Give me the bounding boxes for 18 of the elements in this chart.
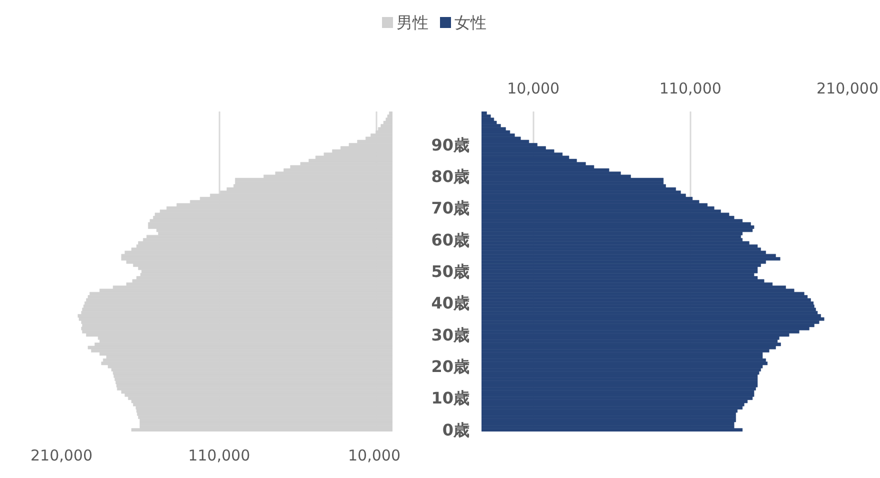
y-tick-label: 60歳 (431, 230, 470, 250)
y-tick-label: 40歳 (431, 294, 470, 313)
y-tick-label: 0歳 (442, 420, 470, 440)
y-tick-label: 80歳 (431, 166, 470, 186)
x-tick-label: 10,000 (348, 446, 401, 464)
y-tick-label: 50歳 (431, 262, 470, 281)
x-tick-label: 210,000 (30, 446, 93, 464)
x-tick-label: 110,000 (659, 80, 722, 98)
x-tick-label: 10,000 (507, 80, 560, 98)
y-tick-label: 20歳 (431, 357, 470, 376)
legend-label: 女性 (454, 13, 486, 32)
y-tick-label: 30歳 (431, 325, 470, 344)
y-tick-label: 90歳 (431, 135, 470, 154)
x-tick-label: 110,000 (188, 446, 250, 464)
x-tick-label: 210,000 (816, 80, 879, 98)
y-tick-label: 10歳 (431, 388, 470, 408)
y-tick-label: 70歳 (431, 198, 470, 218)
legend-label: 男性 (396, 13, 428, 32)
